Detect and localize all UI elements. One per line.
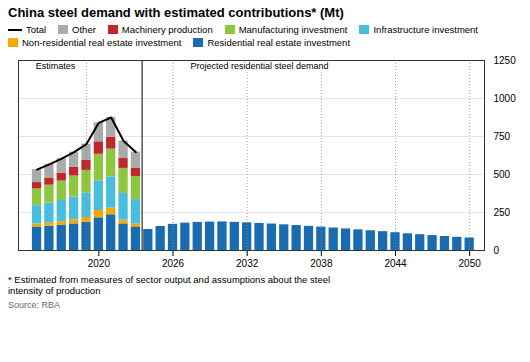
svg-text:250: 250 — [494, 207, 511, 218]
svg-text:1250: 1250 — [494, 55, 517, 66]
svg-text:1000: 1000 — [494, 93, 517, 104]
svg-text:750: 750 — [494, 131, 511, 142]
svg-text:2050: 2050 — [459, 258, 482, 269]
svg-text:2026: 2026 — [162, 258, 185, 269]
html-text:Non-residential real estate in: Non-residential real estate investment — [22, 37, 182, 48]
svg-text:2038: 2038 — [310, 258, 333, 269]
svg-text:2044: 2044 — [384, 258, 407, 269]
html-text:Infrastructure investment: Infrastructure investment — [373, 24, 478, 35]
html-text:China steel demand with estima: China steel demand with estimated contri… — [8, 5, 344, 20]
html-text:Other: Other — [72, 24, 96, 35]
html-text:Machinery production: Machinery production — [121, 24, 213, 35]
html-text:Manufacturing investment: Manufacturing investment — [238, 24, 348, 35]
svg-text:Projected residential steel de: Projected residential steel demand — [190, 61, 328, 71]
html-text:Total: Total — [26, 24, 47, 35]
svg-text:0: 0 — [494, 245, 500, 256]
html-text:Residential real estate invest: Residential real estate investment — [207, 37, 350, 48]
svg-text:500: 500 — [494, 169, 511, 180]
html-text:Source: RBA: Source: RBA — [8, 299, 60, 310]
svg-text:2032: 2032 — [236, 258, 259, 269]
svg-text:2020: 2020 — [88, 258, 111, 269]
html-text:* Estimated from measures of s: * Estimated from measures of sector outp… — [8, 274, 331, 297]
svg-text:Estimates: Estimates — [36, 61, 76, 71]
